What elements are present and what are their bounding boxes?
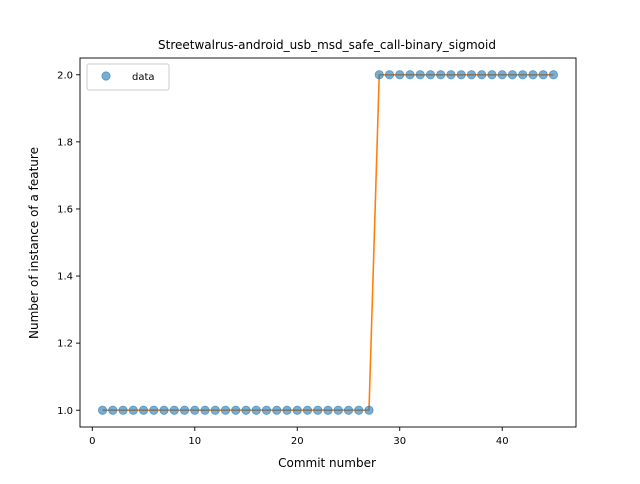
data-point bbox=[477, 70, 487, 80]
data-point bbox=[261, 405, 272, 415]
data-point bbox=[333, 405, 343, 415]
legend: data bbox=[86, 63, 170, 91]
legend-box bbox=[86, 63, 170, 91]
data-point bbox=[118, 405, 128, 415]
plot-area: 0 10 20 30 40 1.0 1.2 1.4 1.6 1.8 2.0 bbox=[57, 57, 577, 447]
data-point bbox=[354, 405, 364, 415]
data-point bbox=[169, 405, 179, 415]
data-point bbox=[251, 405, 261, 415]
data-point bbox=[292, 405, 302, 415]
data-point bbox=[302, 405, 313, 415]
legend-label-data: data bbox=[132, 72, 155, 83]
data-point bbox=[241, 405, 251, 415]
data-point bbox=[374, 70, 384, 80]
data-point bbox=[384, 70, 395, 80]
data-point bbox=[108, 405, 118, 415]
data-point bbox=[528, 70, 538, 80]
data-point bbox=[128, 405, 138, 415]
data-point bbox=[159, 405, 169, 415]
data-point bbox=[548, 70, 559, 80]
axes-frame bbox=[79, 57, 577, 428]
data-point bbox=[405, 70, 415, 80]
data-point bbox=[231, 405, 241, 415]
data-point bbox=[190, 405, 200, 415]
data-point bbox=[436, 70, 446, 80]
x-axis-label: Commit number bbox=[278, 456, 376, 470]
data-point bbox=[282, 405, 292, 415]
x-tick-label: 10 bbox=[188, 436, 201, 447]
data-point bbox=[313, 405, 323, 415]
x-tick-label: 0 bbox=[89, 436, 95, 447]
data-point bbox=[149, 405, 159, 415]
data-point bbox=[466, 70, 477, 80]
y-tick-label: 2.0 bbox=[57, 70, 73, 81]
data-point bbox=[210, 405, 220, 415]
y-tick-label: 1.6 bbox=[57, 205, 73, 216]
data-point bbox=[97, 405, 108, 415]
data-point bbox=[487, 70, 497, 80]
y-tick-label: 1.8 bbox=[57, 137, 73, 148]
x-tick-label: 40 bbox=[496, 436, 509, 447]
chart-title: Streetwalrus-android_usb_msd_safe_call-b… bbox=[158, 38, 496, 52]
data-point bbox=[456, 70, 466, 80]
x-tick-label: 30 bbox=[393, 436, 406, 447]
data-point bbox=[518, 70, 528, 80]
x-tick-label: 20 bbox=[291, 436, 304, 447]
data-point bbox=[415, 70, 425, 80]
data-point bbox=[323, 405, 333, 415]
y-tick-label: 1.2 bbox=[57, 339, 73, 350]
data-point bbox=[220, 405, 231, 415]
y-tick-label: 1.0 bbox=[57, 406, 73, 417]
data-point bbox=[179, 405, 190, 415]
y-tick-label: 1.4 bbox=[57, 272, 73, 283]
data-point bbox=[395, 70, 405, 80]
data-point bbox=[538, 70, 548, 80]
data-point bbox=[507, 70, 518, 80]
data-point bbox=[343, 405, 354, 415]
data-point bbox=[272, 405, 282, 415]
data-point bbox=[497, 70, 507, 80]
data-point bbox=[446, 70, 456, 80]
data-point bbox=[425, 70, 436, 80]
data-point bbox=[138, 405, 149, 415]
legend-marker-data bbox=[101, 71, 111, 81]
data-point bbox=[364, 405, 374, 415]
y-axis-label: Number of instance of a feature bbox=[27, 147, 41, 339]
data-point bbox=[200, 405, 210, 415]
